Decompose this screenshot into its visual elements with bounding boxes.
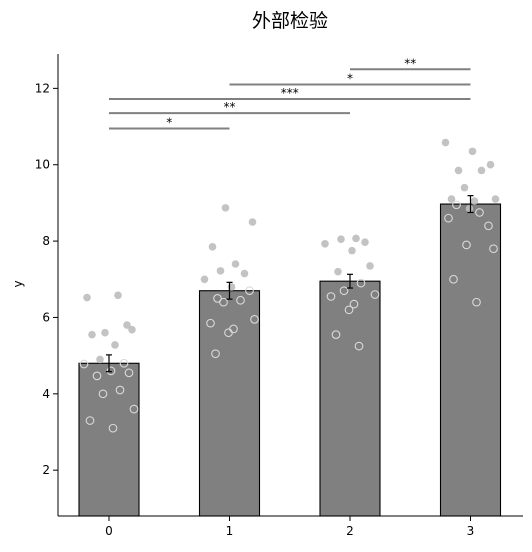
data-point: [484, 221, 493, 231]
data-point: [447, 195, 456, 203]
data-point: [231, 260, 240, 268]
data-point: [489, 244, 498, 254]
data-point: [114, 291, 122, 300]
data-point: [339, 286, 349, 296]
significance-label: *: [347, 72, 353, 86]
data-point: [370, 290, 380, 299]
y-axis-label: y: [11, 280, 25, 287]
data-point: [344, 305, 354, 315]
data-point: [441, 138, 450, 147]
x-tick-label: 3: [467, 524, 475, 538]
data-point: [224, 328, 233, 338]
data-point: [219, 297, 228, 307]
y-tick-label: 6: [42, 310, 50, 324]
data-point: [326, 292, 336, 301]
data-point: [240, 269, 249, 278]
data-point: [475, 208, 484, 217]
x-tick-label: 2: [346, 524, 354, 538]
data-point: [331, 330, 341, 339]
data-point: [221, 204, 230, 212]
data-point: [486, 160, 495, 169]
data-point: [334, 267, 342, 276]
bar-2: [319, 280, 381, 517]
bar-3: [439, 203, 502, 517]
data-point: [129, 404, 139, 414]
bar-0: [78, 362, 140, 517]
significance-label: ***: [281, 86, 299, 100]
data-point: [361, 238, 369, 247]
data-point: [111, 341, 119, 349]
bar-1: [198, 290, 261, 517]
data-point: [356, 278, 366, 288]
data-point: [92, 371, 102, 381]
data-point: [106, 366, 116, 376]
data-point: [462, 240, 471, 250]
data-point: [88, 330, 96, 339]
data-point: [211, 349, 220, 359]
significance-label: *: [166, 115, 172, 129]
data-point: [352, 234, 360, 243]
data-point: [491, 195, 500, 203]
data-point: [452, 200, 461, 210]
significance-label: **: [404, 56, 416, 70]
data-point: [98, 389, 108, 399]
data-point: [227, 283, 236, 291]
data-point: [348, 246, 356, 255]
data-point: [123, 321, 131, 329]
data-point: [472, 297, 481, 307]
data-point: [83, 293, 91, 302]
data-point: [85, 416, 95, 425]
data-point: [115, 385, 125, 395]
data-point: [216, 267, 225, 275]
data-point: [366, 262, 374, 270]
data-point: [79, 359, 89, 369]
data-point: [454, 166, 463, 175]
data-point: [470, 197, 479, 205]
data-point: [101, 328, 109, 337]
data-point: [96, 355, 104, 364]
data-point: [477, 166, 486, 175]
data-point: [245, 286, 254, 296]
x-tick-label: 0: [105, 524, 113, 538]
data-point: [236, 295, 245, 305]
data-point: [449, 274, 458, 284]
y-tick-label: 2: [42, 463, 50, 477]
data-point: [354, 341, 364, 351]
y-tick-label: 12: [35, 81, 50, 95]
data-point: [460, 183, 469, 192]
y-tick-label: 4: [42, 387, 50, 401]
data-point: [468, 147, 477, 156]
chart-title: 外部检验: [252, 10, 328, 32]
significance-label: **: [224, 100, 236, 114]
data-point: [465, 204, 474, 213]
data-point: [248, 218, 257, 226]
y-tick-label: 8: [42, 234, 50, 248]
data-point: [119, 358, 129, 368]
data-point: [250, 315, 259, 324]
data-point: [124, 368, 134, 378]
data-point: [206, 318, 215, 328]
data-point: [337, 235, 345, 243]
data-point: [213, 294, 222, 303]
data-point: [208, 243, 217, 251]
y-tick-label: 10: [35, 158, 50, 172]
data-point: [321, 239, 329, 248]
data-point: [349, 299, 359, 309]
x-tick-label: 1: [226, 524, 234, 538]
data-point: [128, 325, 136, 334]
data-point: [444, 213, 453, 223]
data-point: [108, 423, 118, 433]
data-point: [200, 275, 209, 284]
